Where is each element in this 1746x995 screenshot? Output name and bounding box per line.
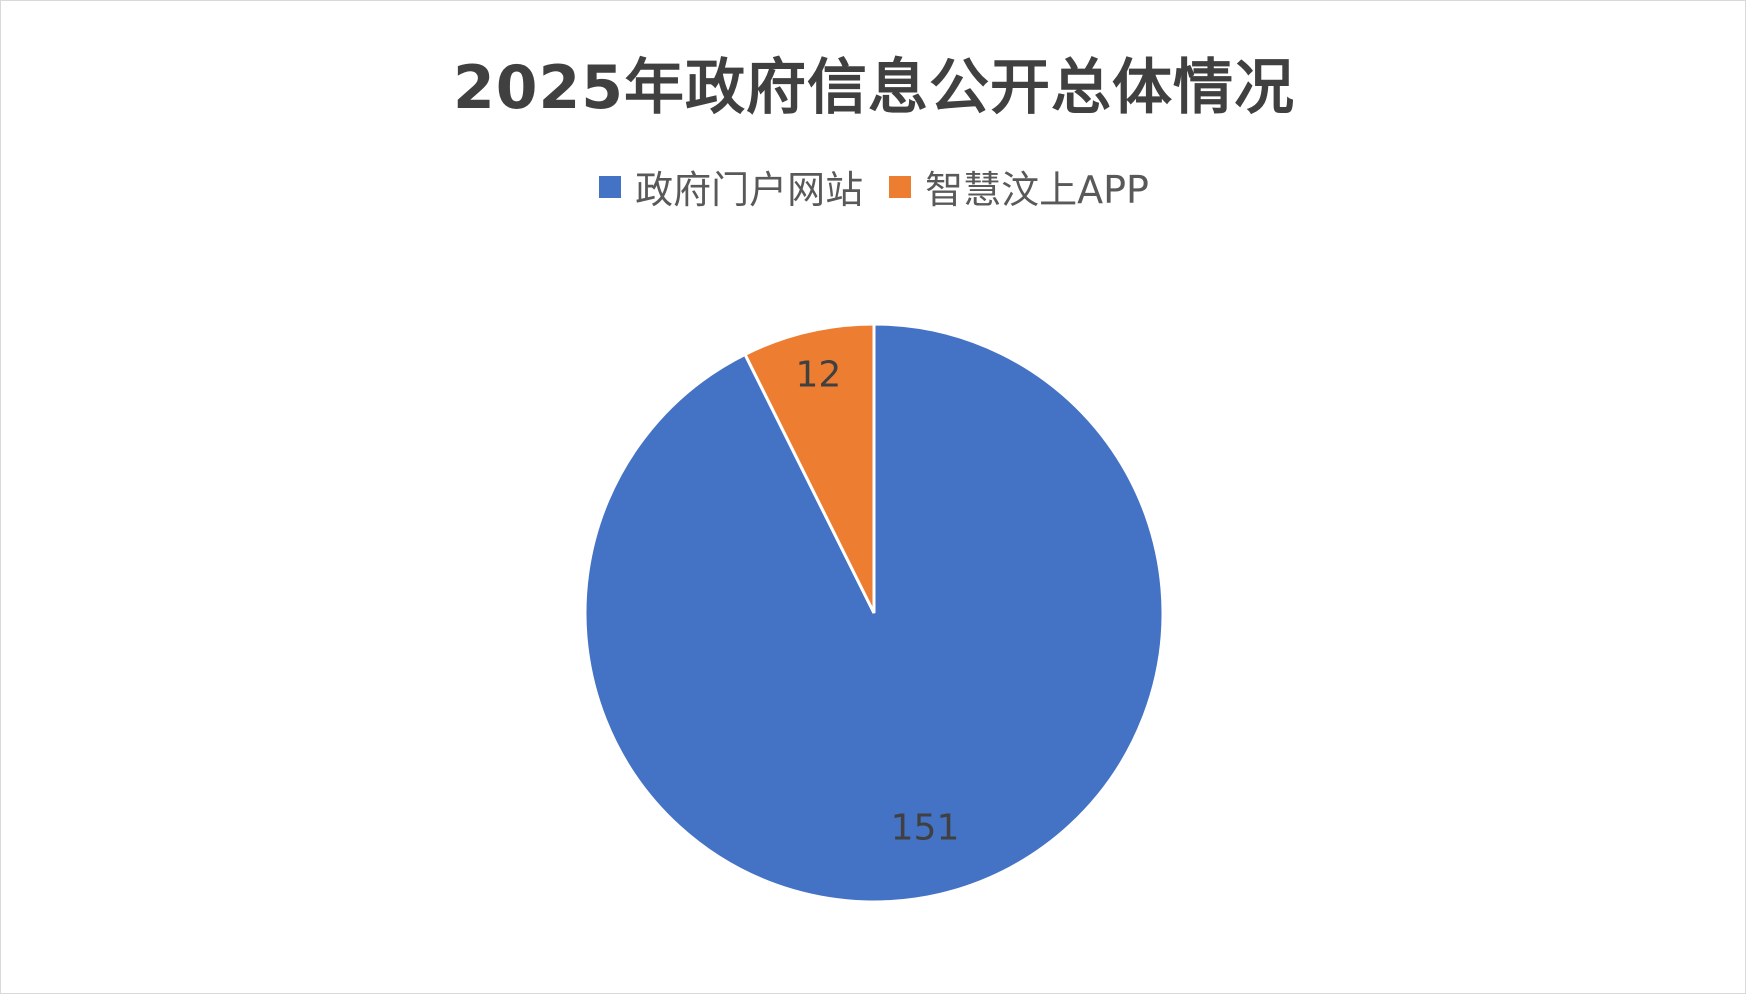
legend-label-app: 智慧汶上APP [925,168,1149,212]
legend-swatch-website [599,175,622,198]
data-label-website: 151 [891,808,960,849]
data-label-app: 12 [795,355,841,396]
legend-item-app[interactable]: 智慧汶上APP [889,159,1149,214]
legend-label-website: 政府门户网站 [635,168,864,212]
legend: 政府门户网站 智慧汶上APP [1,159,1746,214]
legend-item-website[interactable]: 政府门户网站 [599,159,863,214]
chart-title: 2025年政府信息公开总体情况 [453,53,1295,123]
legend-swatch-app [889,175,912,198]
slice-app[interactable] [743,322,876,614]
